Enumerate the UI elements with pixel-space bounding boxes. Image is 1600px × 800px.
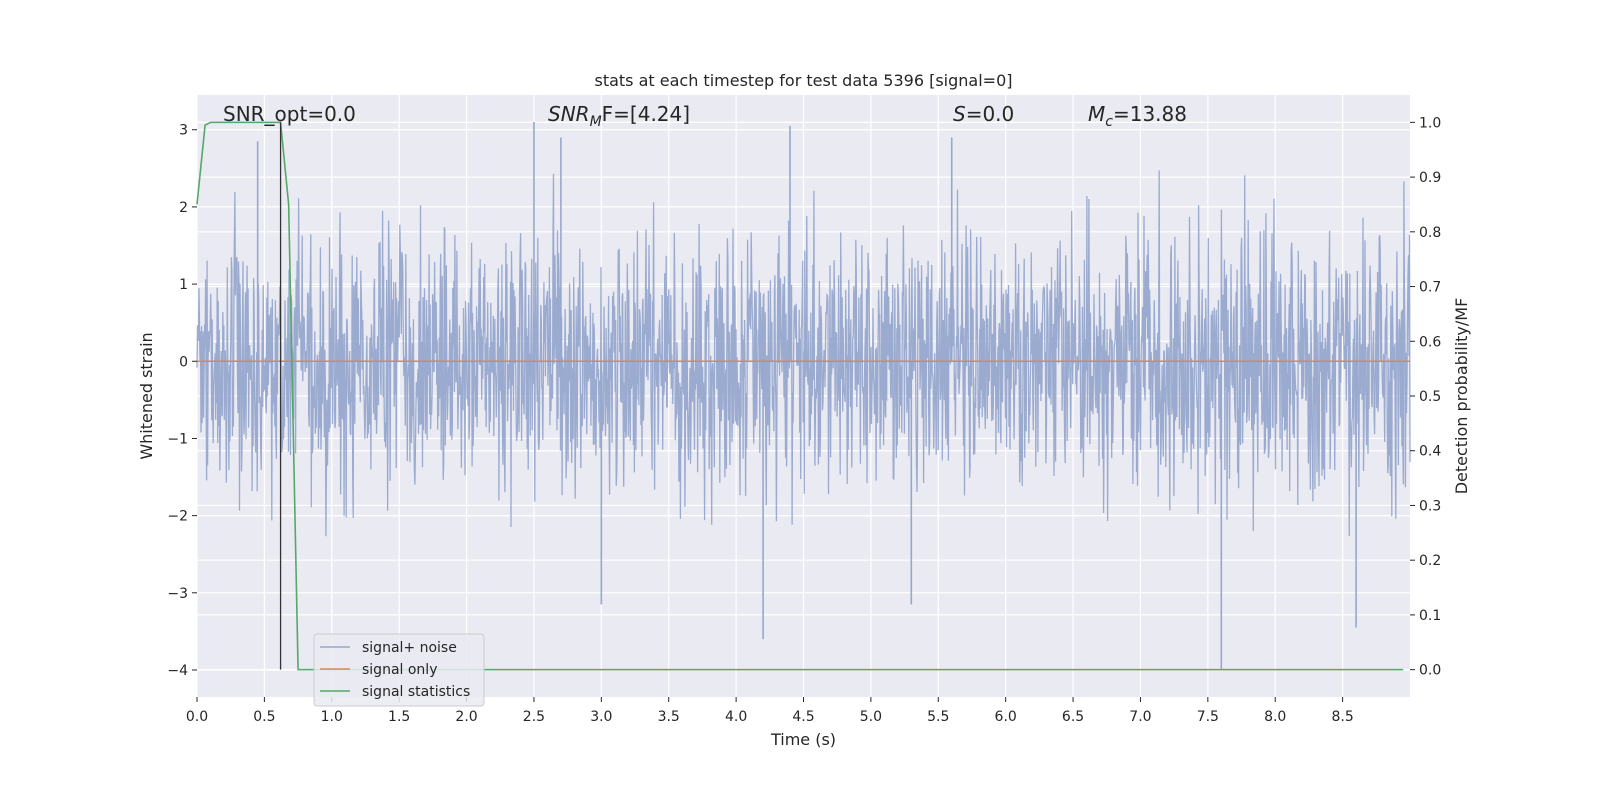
x-tick-label: 0.5 xyxy=(253,709,275,725)
legend-label-signal-noise: signal+ noise xyxy=(362,640,457,656)
x-tick-label: 2.5 xyxy=(523,709,545,725)
y-tick-label: 2 xyxy=(179,200,188,216)
y2-tick-label: 1.0 xyxy=(1419,115,1441,131)
x-tick-label: 5.0 xyxy=(860,709,882,725)
x-tick-label: 3.0 xyxy=(590,709,612,725)
y-tick-label: −2 xyxy=(167,509,188,525)
annotation-mc-sub: c xyxy=(1105,114,1113,130)
legend-label-signal-only: signal only xyxy=(362,662,437,678)
y-tick-label: 3 xyxy=(179,123,188,139)
y2-tick-label: 0.2 xyxy=(1419,553,1441,569)
y2-tick-label: 0.0 xyxy=(1419,663,1441,679)
legend-label-signal-statistics: signal statistics xyxy=(362,684,470,700)
y2-tick-label: 0.8 xyxy=(1419,225,1441,241)
x-tick-label: 2.0 xyxy=(455,709,477,725)
line-series xyxy=(196,121,1410,671)
y2-tick-label: 0.5 xyxy=(1419,389,1441,405)
noise-series xyxy=(196,122,1411,670)
y2-tick-label: 0.4 xyxy=(1419,444,1441,460)
annotation-s: S=0.0 xyxy=(953,102,1014,126)
x-tick-label: 4.0 xyxy=(725,709,747,725)
y-axis-label: Whitened strain xyxy=(137,332,156,459)
x-tick-label: 8.5 xyxy=(1331,709,1353,725)
x-tick-label: 5.5 xyxy=(927,709,949,725)
y2-tick-label: 0.7 xyxy=(1419,280,1441,296)
x-tick-label: 3.5 xyxy=(658,709,680,725)
x-axis-label: Time (s) xyxy=(770,730,836,749)
y2-tick-label: 0.1 xyxy=(1419,608,1441,624)
y2-tick-label: 0.3 xyxy=(1419,498,1441,514)
annotation-mc: Mc=13.88 xyxy=(1088,102,1187,130)
annotation-snr-mf: SNRMF=[4.24] xyxy=(548,102,690,130)
y-tick-label: −4 xyxy=(167,663,188,679)
x-tick-label: 4.5 xyxy=(792,709,814,725)
x-tick-label: 6.0 xyxy=(995,709,1017,725)
chart-title: stats at each timestep for test data 539… xyxy=(594,71,1012,90)
y2-axis-label: Detection probability/MF xyxy=(1452,298,1471,495)
x-tick-label: 8.0 xyxy=(1264,709,1286,725)
x-tick-label: 7.5 xyxy=(1197,709,1219,725)
y-tick-label: 0 xyxy=(179,354,188,370)
x-tick-label: 1.0 xyxy=(321,709,343,725)
axes: 0.0 0.5 1.0 1.5 2.0 2.5 3.0 3.5 4.0 4.5 5.0 5.5 6.0 6… xyxy=(167,115,1441,725)
y-tick-label: −3 xyxy=(167,586,188,602)
y2-tick-label: 0.9 xyxy=(1419,170,1441,186)
annotation-snr-mf-sub: M xyxy=(590,114,602,130)
series-signal-noise xyxy=(196,170,1411,537)
x-tick-label: 0.0 xyxy=(186,709,208,725)
annotation-s-value: =0.0 xyxy=(966,102,1015,126)
annotation-s-name: S xyxy=(953,102,966,126)
legend-box xyxy=(313,633,485,707)
annotation-snr-mf-tail: F=[4.24] xyxy=(602,102,690,126)
series-signal-statistics xyxy=(196,121,1404,671)
annotation-mc-name: M xyxy=(1088,102,1105,126)
x-tick-label: 1.5 xyxy=(388,709,410,725)
annotation-mc-value: =13.88 xyxy=(1113,102,1187,126)
x-tick-label: 7.0 xyxy=(1129,709,1151,725)
y2-tick-label: 0.6 xyxy=(1419,334,1441,350)
annotation-snr-opt: SNR_opt=0.0 xyxy=(223,102,356,126)
annotation-snr-mf-name: SNR xyxy=(548,102,590,126)
y-tick-label: −1 xyxy=(167,431,188,447)
legend: signal+ noise signal only signal statist… xyxy=(313,633,485,707)
y-tick-label: 1 xyxy=(179,277,188,293)
x-tick-label: 6.5 xyxy=(1062,709,1084,725)
